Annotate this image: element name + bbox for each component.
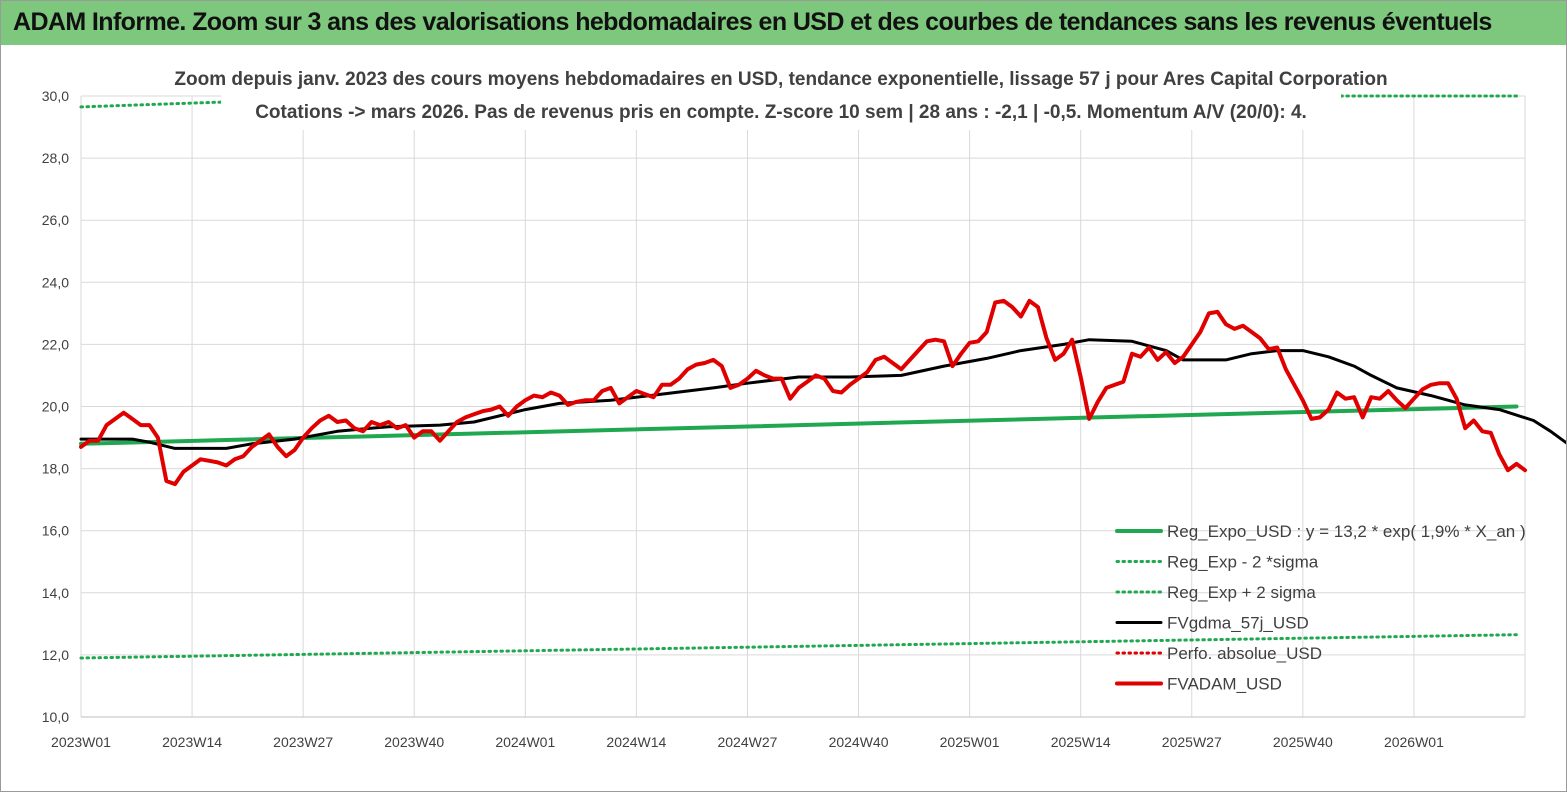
legend-label: Reg_Expo_USD : y = 13,2 * exp( 1,9% * X_… [1167, 522, 1526, 541]
x-tick-label: 2024W14 [606, 734, 666, 750]
x-tick-label: 2023W14 [162, 734, 222, 750]
report-title: ADAM Informe. Zoom sur 3 ans des valoris… [13, 8, 1492, 36]
title-background [221, 56, 1341, 130]
grid [80, 95, 1526, 718]
legend: Reg_Expo_USD : y = 13,2 * exp( 1,9% * X_… [1115, 522, 1526, 694]
y-tick-label: 22,0 [42, 336, 69, 352]
x-tick-label: 2024W01 [495, 734, 555, 750]
x-tick-label: 2023W27 [273, 734, 333, 750]
y-tick-label: 16,0 [42, 523, 69, 539]
y-tick-label: 26,0 [42, 212, 69, 228]
y-tick-label: 28,0 [42, 150, 69, 166]
y-tick-label: 18,0 [42, 461, 69, 477]
x-tick-label: 2024W40 [829, 734, 889, 750]
legend-label: Reg_Exp + 2 sigma [1167, 583, 1316, 602]
x-tick-label: 2023W01 [51, 734, 111, 750]
x-tick-label: 2025W40 [1273, 734, 1333, 750]
x-tick-label: 2025W01 [940, 734, 1000, 750]
legend-label: Reg_Exp - 2 *sigma [1167, 553, 1319, 572]
series-line [79, 298, 1527, 487]
series-line [79, 633, 1518, 660]
x-tick-label: 2025W27 [1162, 734, 1222, 750]
x-tick-label: 2026W01 [1384, 734, 1444, 750]
series-line [79, 338, 1566, 450]
chart-title: Zoom depuis janv. 2023 des cours moyens … [174, 69, 1387, 90]
y-tick-label: 12,0 [42, 647, 69, 663]
y-tick-label: 20,0 [42, 399, 69, 415]
x-tick-label: 2025W14 [1051, 734, 1111, 750]
chart-subtitle: Cotations -> mars 2026. Pas de revenus p… [255, 102, 1307, 123]
series-layer [79, 94, 1566, 660]
legend-label: FVgdma_57j_USD [1167, 614, 1309, 633]
legend-label: Perfo. absolue_USD [1167, 644, 1322, 663]
y-tick-label: 10,0 [42, 709, 69, 725]
series-line [79, 404, 1519, 446]
report-banner: ADAM Informe. Zoom sur 3 ans des valoris… [1, 1, 1566, 45]
y-axis: 10,0 12,0 14,0 16,0 18,0 20,0 22,0 24,0 26,0 28,0… [42, 88, 69, 725]
x-tick-label: 2023W40 [384, 734, 444, 750]
x-tick-label: 2024W27 [717, 734, 777, 750]
y-tick-label: 24,0 [42, 274, 69, 290]
legend-label: FVADAM_USD [1167, 675, 1282, 694]
y-tick-label: 30,0 [42, 88, 69, 104]
x-axis: 2023W01 2023W14 2023W27 2023W40 2024W01 2024W… [51, 734, 1444, 750]
y-tick-label: 14,0 [42, 585, 69, 601]
